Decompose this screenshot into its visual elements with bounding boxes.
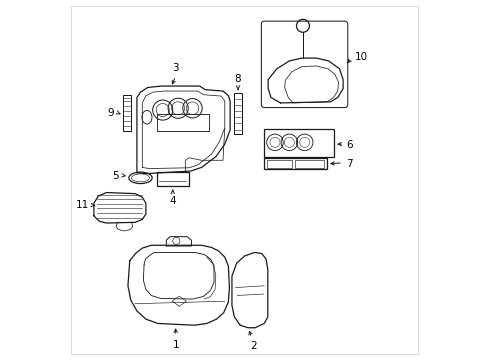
Bar bbox=[264, 158, 326, 169]
Text: 5: 5 bbox=[112, 171, 119, 181]
Bar bbox=[156, 114, 208, 131]
Text: 11: 11 bbox=[76, 200, 89, 210]
Bar bbox=[295, 160, 324, 168]
Text: 10: 10 bbox=[354, 52, 367, 62]
Text: 2: 2 bbox=[250, 341, 256, 351]
Bar bbox=[123, 95, 131, 131]
Bar bbox=[266, 160, 291, 168]
Text: 1: 1 bbox=[172, 339, 179, 350]
Bar bbox=[264, 129, 333, 157]
Text: 8: 8 bbox=[234, 74, 241, 84]
Text: 9: 9 bbox=[107, 108, 114, 118]
Text: 4: 4 bbox=[169, 196, 176, 206]
Text: 6: 6 bbox=[346, 140, 353, 150]
Text: 3: 3 bbox=[172, 63, 179, 73]
Text: 7: 7 bbox=[345, 158, 351, 168]
Bar bbox=[234, 93, 241, 134]
Bar bbox=[156, 172, 188, 186]
